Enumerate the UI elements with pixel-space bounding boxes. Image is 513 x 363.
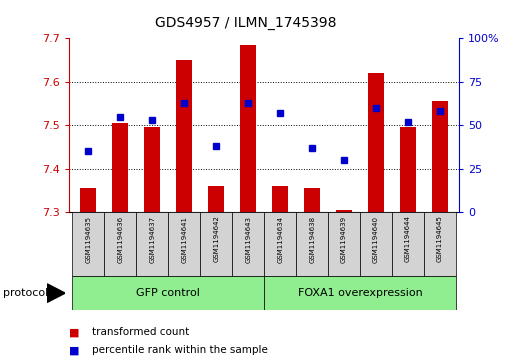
Text: GSM1194642: GSM1194642	[213, 216, 219, 262]
Text: GSM1194638: GSM1194638	[309, 216, 315, 263]
Bar	[168, 212, 200, 276]
Bar	[136, 212, 168, 276]
Bar	[368, 73, 384, 212]
Text: GDS4957 / ILMN_1745398: GDS4957 / ILMN_1745398	[155, 16, 337, 30]
Text: GSM1194643: GSM1194643	[245, 216, 251, 262]
Text: ■: ■	[69, 345, 80, 355]
Bar	[328, 212, 360, 276]
Bar	[400, 127, 416, 212]
Bar	[176, 60, 192, 212]
Bar	[72, 276, 264, 310]
Bar	[264, 212, 296, 276]
Text: GSM1194636: GSM1194636	[117, 216, 124, 263]
Bar	[208, 186, 224, 212]
Bar	[105, 212, 136, 276]
Text: percentile rank within the sample: percentile rank within the sample	[92, 345, 268, 355]
Bar	[240, 45, 256, 212]
Text: GSM1194639: GSM1194639	[341, 216, 347, 263]
Bar	[81, 188, 96, 212]
Text: FOXA1 overexpression: FOXA1 overexpression	[298, 288, 422, 298]
Text: GFP control: GFP control	[136, 288, 200, 298]
Bar	[144, 127, 161, 212]
Bar	[72, 212, 105, 276]
Text: ■: ■	[69, 327, 80, 337]
Polygon shape	[47, 284, 65, 302]
Bar	[336, 210, 352, 212]
Text: transformed count: transformed count	[92, 327, 190, 337]
Bar	[112, 123, 128, 212]
Text: GSM1194641: GSM1194641	[181, 216, 187, 262]
Bar	[272, 186, 288, 212]
Text: GSM1194645: GSM1194645	[437, 216, 443, 262]
Text: GSM1194640: GSM1194640	[373, 216, 379, 262]
Text: GSM1194637: GSM1194637	[149, 216, 155, 263]
Text: GSM1194634: GSM1194634	[277, 216, 283, 262]
Bar	[232, 212, 264, 276]
Bar	[360, 212, 392, 276]
Bar	[200, 212, 232, 276]
Bar	[296, 212, 328, 276]
Bar	[392, 212, 424, 276]
Bar	[424, 212, 456, 276]
Text: GSM1194635: GSM1194635	[86, 216, 91, 262]
Bar	[432, 101, 448, 212]
Text: protocol: protocol	[3, 288, 48, 298]
Bar	[304, 188, 320, 212]
Bar	[264, 276, 456, 310]
Text: GSM1194644: GSM1194644	[405, 216, 411, 262]
